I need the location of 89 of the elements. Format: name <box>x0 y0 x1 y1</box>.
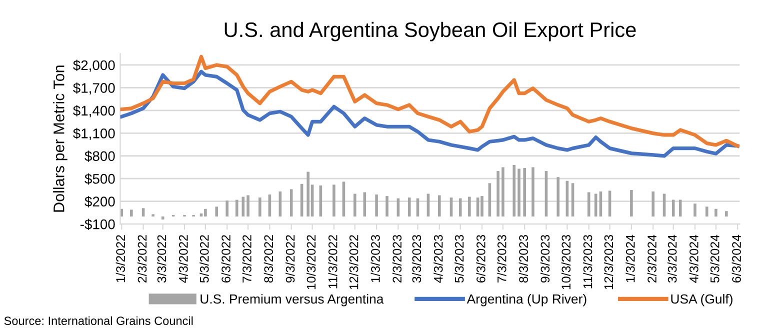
x-tick-label: 3/3/2023 <box>412 235 422 283</box>
bar <box>608 190 612 216</box>
x-tick-label: 5/3/2023 <box>454 235 464 283</box>
x-tick-label: 4/3/2023 <box>434 235 443 283</box>
bar <box>476 198 480 216</box>
bar <box>480 196 484 216</box>
x-tick-label: 10/3/2023 <box>561 235 571 290</box>
bar <box>468 196 471 216</box>
bar <box>204 208 207 216</box>
bar <box>290 189 293 216</box>
bar <box>587 192 590 216</box>
x-tick-label: 1/3/2022 <box>116 235 125 282</box>
legend-label: USA (Gulf) <box>671 294 732 306</box>
bar <box>652 191 654 216</box>
legend-label: U.S. Premium versus Argentina <box>200 294 384 306</box>
bar <box>556 177 560 216</box>
bar <box>332 184 336 216</box>
source-note: Source: International Grains Council <box>4 316 193 326</box>
bar <box>450 198 453 216</box>
bar <box>306 172 310 216</box>
bar <box>246 195 250 216</box>
y-tick-label: $1,100 <box>73 128 115 140</box>
legend-label: Argentina (Up River) <box>466 294 586 306</box>
line-series <box>120 70 740 158</box>
y-tick-label: $800 <box>84 150 115 162</box>
bar <box>438 195 441 216</box>
bar <box>278 191 282 216</box>
bar <box>694 204 696 216</box>
x-tick-label: 7/3/2022 <box>242 235 252 282</box>
x-tick-label: 2/3/2024 <box>647 234 656 282</box>
bar <box>268 194 272 216</box>
bar <box>130 210 133 216</box>
bar <box>512 164 516 216</box>
x-tick-label: 11/3/2023 <box>583 235 592 288</box>
x-tick-label: 1/3/2024 <box>626 234 635 282</box>
y-tick-label: $1,700 <box>73 82 115 95</box>
x-tick-label: 12/3/2022 <box>349 235 358 290</box>
x-tick-label: 9/3/2023 <box>540 235 550 283</box>
x-tick-label: 4/3/2024 <box>689 234 698 283</box>
x-tick-label: 8/3/2023 <box>518 235 528 283</box>
bar <box>714 208 718 216</box>
x-tick-label: 1/3/2023 <box>370 235 380 282</box>
x-tick-label: 5/3/2024 <box>710 234 720 283</box>
x-tick-label: 8/3/2022 <box>264 235 274 283</box>
x-tick-label: 6/3/2022 <box>221 235 230 282</box>
y-tick-label: $500 <box>84 173 115 185</box>
x-tick-label: 9/3/2022 <box>286 235 295 283</box>
bar <box>599 191 602 216</box>
bar <box>630 190 633 216</box>
line-series <box>120 54 740 148</box>
bar <box>523 168 526 216</box>
x-tick-label: 5/3/2022 <box>200 235 209 283</box>
bar <box>705 206 708 216</box>
bar <box>258 198 262 216</box>
bar <box>386 196 388 216</box>
bar <box>408 198 411 216</box>
bar <box>532 167 534 216</box>
x-tick-label: 12/3/2023 <box>604 235 614 290</box>
x-tick-label: 7/3/2023 <box>497 235 506 282</box>
bar <box>342 182 346 216</box>
bar <box>725 211 728 216</box>
x-tick-label: 3/3/2022 <box>157 235 166 283</box>
x-tick-label: 4/3/2022 <box>178 235 188 283</box>
bar <box>571 183 574 216</box>
bar <box>518 168 520 216</box>
bar <box>215 206 218 216</box>
bar <box>353 194 356 216</box>
bar <box>142 208 145 216</box>
bar <box>363 192 366 216</box>
bar <box>502 167 504 216</box>
bar <box>375 194 378 216</box>
x-tick-label: 11/3/2022 <box>328 235 338 288</box>
y-tick-label: $1,400 <box>73 105 115 118</box>
x-tick-label: 2/3/2023 <box>392 235 402 282</box>
y-tick-label: $200 <box>84 196 115 208</box>
x-tick-label: 6/3/2024 <box>732 234 741 282</box>
bar <box>226 200 228 216</box>
x-tick-label: 10/3/2022 <box>306 235 316 290</box>
x-tick-label: 6/3/2023 <box>476 235 486 282</box>
y-tick-label: $2,000 <box>73 60 115 72</box>
chart-title: U.S. and Argentina Soybean Oil Export Price <box>224 22 636 42</box>
bar <box>544 171 548 216</box>
bar <box>496 171 500 216</box>
x-tick-label: 3/3/2024 <box>668 234 677 283</box>
bar <box>235 200 238 216</box>
bar <box>488 183 492 216</box>
x-tick-label: 2/3/2022 <box>137 235 147 282</box>
y-tick-label: -$100 <box>80 218 115 230</box>
y-axis-title: Dollars per Metric Ton <box>53 66 68 212</box>
